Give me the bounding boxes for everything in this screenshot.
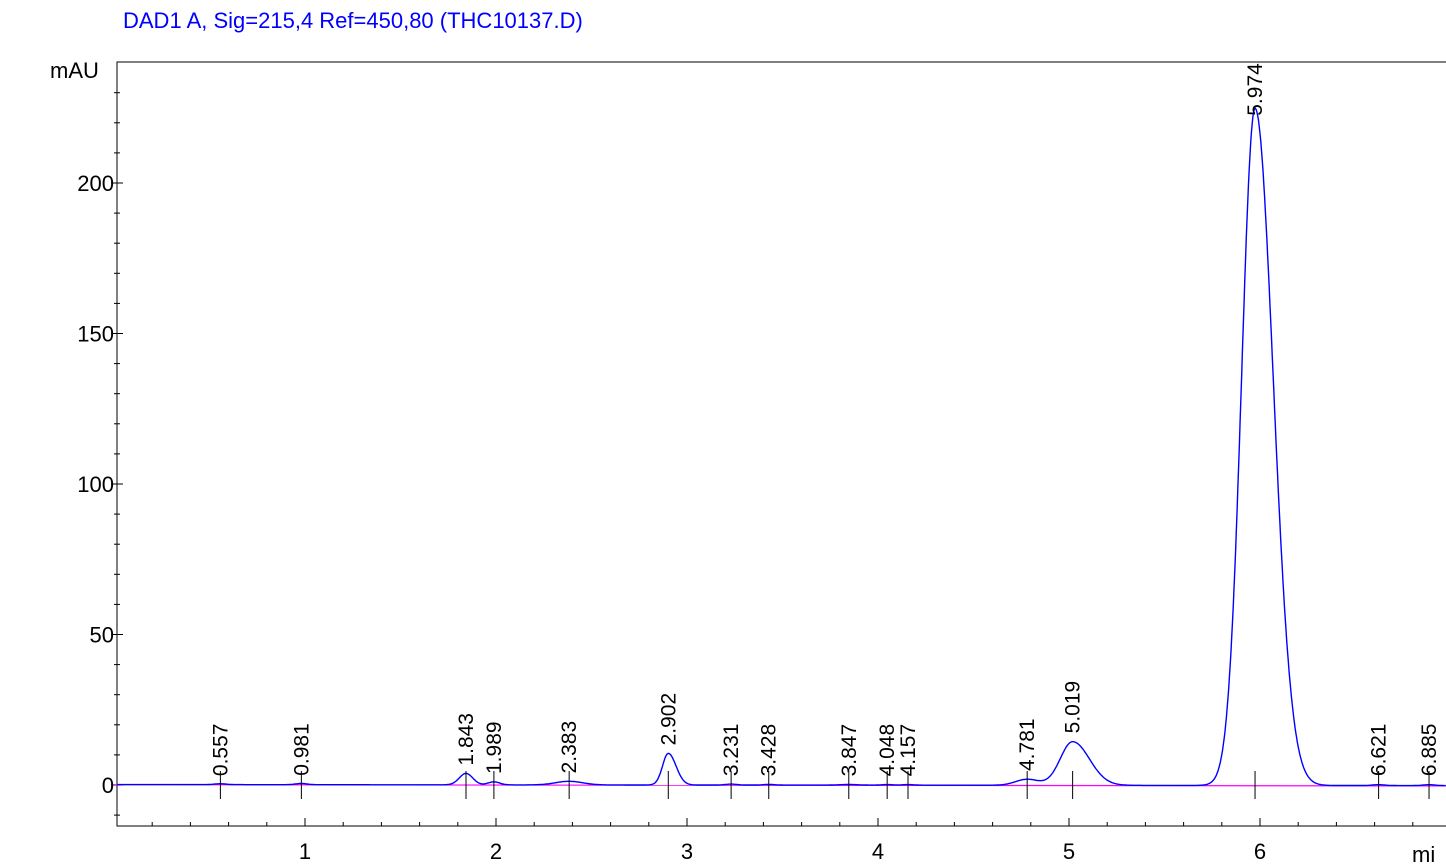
y-tick-label: 0: [102, 773, 114, 798]
axis-ticks: 0 50 100 150 200 1 2 3 4 5 6: [77, 92, 1414, 864]
peak-label: 3.428: [758, 724, 781, 777]
x-tick-label: 5: [1063, 839, 1075, 864]
x-tick-label: 6: [1254, 839, 1266, 864]
peak-label: 2.383: [558, 721, 581, 774]
peak-label: 3.231: [720, 724, 743, 777]
x-tick-label: 1: [299, 839, 311, 864]
peak-label: 6.885: [1418, 724, 1441, 777]
y-tick-label: 100: [77, 472, 114, 497]
x-tick-label: 3: [681, 839, 693, 864]
signal-trace: [117, 107, 1446, 787]
peak-label: 4.781: [1016, 718, 1039, 771]
y-tick-label: 150: [77, 322, 114, 347]
y-axis-label: mAU: [50, 58, 99, 83]
peak-markers: 0.557 0.981 1.843 1.989 2.383 2.902 3.231 3.428…: [209, 63, 1441, 799]
peak-label: 3.847: [838, 724, 861, 777]
x-axis-label: mi: [1412, 842, 1435, 867]
peak-label: 1.989: [483, 721, 506, 774]
peak-label: 6.621: [1368, 724, 1391, 777]
chart-title: DAD1 A, Sig=215,4 Ref=450,80 (THC10137.D…: [123, 8, 583, 33]
peak-label: 1.843: [455, 713, 478, 766]
peak-label: 2.902: [657, 693, 680, 746]
x-tick-label: 4: [872, 839, 884, 864]
peak-label: 0.557: [209, 724, 232, 777]
y-tick-label: 200: [77, 171, 114, 196]
peak-label: 4.048: [876, 724, 899, 777]
peak-label: 4.157: [897, 724, 920, 777]
peak-label: 5.974: [1244, 63, 1267, 116]
peak-label: 5.019: [1062, 681, 1085, 734]
peak-label: 0.981: [290, 723, 313, 776]
y-tick-label: 50: [90, 623, 114, 648]
plot-frame: [116, 61, 1446, 827]
x-tick-label: 2: [490, 839, 502, 864]
